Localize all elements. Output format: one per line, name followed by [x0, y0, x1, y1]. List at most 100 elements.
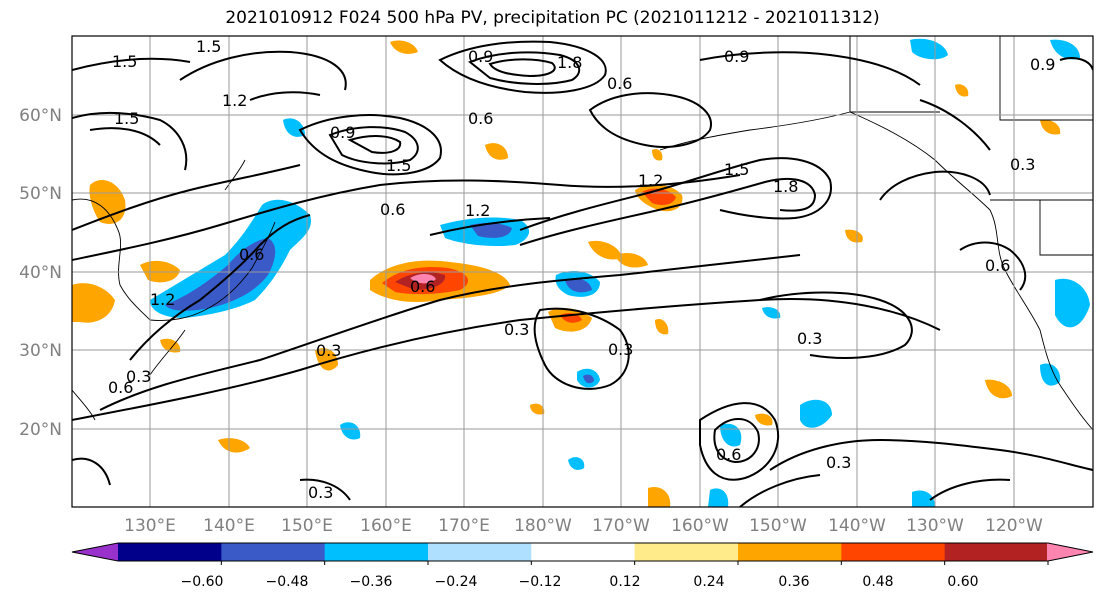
contour-label: 0.9 — [1030, 55, 1055, 74]
lat-label: 20°N — [19, 420, 62, 440]
lon-label: 120°W — [985, 516, 1043, 536]
contour-label: 0.6 — [468, 109, 493, 128]
contour-label: 1.2 — [222, 91, 247, 110]
positive-anomaly-region — [588, 240, 622, 260]
lon-label: 140°E — [203, 516, 255, 536]
colorbar-tick-label: 0.12 — [609, 574, 640, 590]
lon-label: 180°W — [514, 516, 572, 536]
colorbar-tick-label: −0.36 — [350, 574, 393, 590]
positive-anomaly-region — [985, 379, 1012, 399]
contour-label: 0.3 — [608, 340, 633, 359]
negative-anomaly-region — [762, 307, 781, 319]
contour-label: 0.3 — [316, 341, 341, 360]
contour-label: 0.6 — [410, 277, 435, 296]
contour-label: 0.9 — [468, 47, 493, 66]
negative-anomaly-region — [470, 223, 512, 238]
positive-anomaly-region — [755, 413, 773, 426]
colorbar-segment — [118, 543, 222, 561]
contour-label: 0.3 — [504, 320, 529, 339]
lat-label: 50°N — [19, 184, 62, 204]
negative-anomaly-region — [800, 399, 832, 428]
negative-anomaly-region — [1050, 39, 1080, 60]
negative-anomaly-region — [283, 118, 305, 137]
negative-anomaly-region — [340, 422, 361, 440]
colorbar-tick-label: −0.12 — [519, 574, 562, 590]
positive-anomaly-region — [1040, 119, 1061, 135]
graticule — [72, 36, 1093, 507]
map-title: 2021010912 F024 500 hPa PV, precipitatio… — [225, 8, 880, 28]
colorbar-tick-label: 0.60 — [947, 574, 978, 590]
colorbar-segment — [428, 543, 532, 561]
coastlines — [72, 36, 1093, 431]
negative-anomaly-region — [165, 238, 276, 311]
contour-label: 1.2 — [150, 290, 175, 309]
colorbar-segment — [531, 543, 636, 561]
contour-label: 0.6 — [716, 445, 741, 464]
contour-label: 0.6 — [985, 256, 1010, 275]
lat-label: 40°N — [19, 263, 62, 283]
contour-label: 1.8 — [773, 177, 798, 196]
positive-anomaly-region — [390, 40, 418, 54]
colorbar-extend-min — [72, 543, 119, 561]
lon-label: 170°W — [592, 516, 650, 536]
longitude-labels: 130°E 140°E 150°E 160°E 170°E 180°W 170°… — [124, 516, 1043, 536]
colorbar-tick-label: −0.60 — [181, 574, 224, 590]
lon-label: 150°W — [749, 516, 807, 536]
negative-anomaly-region — [568, 457, 585, 470]
colorbar-tick-label: −0.24 — [435, 574, 478, 590]
contour-label: 0.6 — [380, 200, 405, 219]
contour-label: 0.3 — [308, 483, 333, 502]
positive-anomaly-region — [955, 84, 969, 97]
contour-label: 0.3 — [797, 329, 822, 348]
colorbar-segment — [944, 543, 1049, 561]
lon-label: 140°W — [828, 516, 886, 536]
latitude-labels: 60°N 50°N 40°N 30°N 20°N — [19, 106, 62, 440]
positive-anomaly-region — [615, 253, 648, 268]
contour-label: 0.9 — [724, 47, 749, 66]
positive-anomaly-region — [845, 229, 863, 243]
colorbar-segment — [634, 543, 739, 561]
negative-anomaly-region — [1055, 278, 1090, 328]
negative-anomaly-region — [708, 488, 729, 507]
contour-label: 0.6 — [108, 378, 133, 397]
positive-anomaly-region — [160, 338, 181, 353]
negative-anomaly-region — [583, 374, 594, 384]
contour-label: 0.3 — [826, 453, 851, 472]
positive-anomaly-region — [410, 273, 436, 284]
positive-anomaly-region — [655, 318, 669, 335]
positive-anomaly-region — [530, 403, 545, 415]
contour-label: 1.2 — [465, 201, 490, 220]
colorbar-tick-label: 0.48 — [862, 574, 893, 590]
lat-label: 30°N — [19, 341, 62, 361]
positive-anomaly-region — [485, 143, 508, 160]
lon-label: 160°E — [360, 516, 412, 536]
contour-label: 1.2 — [638, 171, 663, 190]
contour-label: 0.6 — [607, 74, 632, 93]
pv-contours — [72, 40, 1093, 507]
positive-anomaly-region — [652, 149, 663, 161]
map-frame — [71, 35, 1094, 508]
lon-label: 130°W — [906, 516, 964, 536]
colorbar-segment — [324, 543, 429, 561]
colorbar-tick-label: 0.36 — [778, 574, 809, 590]
positive-anomaly-region — [218, 438, 250, 453]
lon-label: 170°E — [438, 516, 490, 536]
lon-label: 160°W — [671, 516, 729, 536]
colorbar-extend-max — [1047, 543, 1093, 561]
colorbar — [71, 542, 1094, 565]
colorbar-outline — [71, 542, 1094, 562]
colorbar-tick-label: −0.48 — [266, 574, 309, 590]
contour-label: 1.8 — [557, 53, 582, 72]
colorbar-segment — [738, 543, 842, 561]
positive-anomaly-region — [648, 486, 671, 507]
positive-anomaly-region — [315, 348, 338, 371]
negative-anomaly-region — [1040, 363, 1061, 386]
colorbar-tick-labels: −0.60 −0.48 −0.36 −0.24 −0.12 0.12 0.24 … — [181, 574, 979, 590]
negative-anomaly-region — [912, 490, 935, 507]
colorbar-tick-label: 0.24 — [693, 574, 724, 590]
contour-label: 1.5 — [112, 52, 137, 71]
positive-anomaly-region — [72, 283, 115, 323]
contour-label: 1.5 — [114, 109, 139, 128]
negative-anomaly-region — [565, 278, 592, 293]
